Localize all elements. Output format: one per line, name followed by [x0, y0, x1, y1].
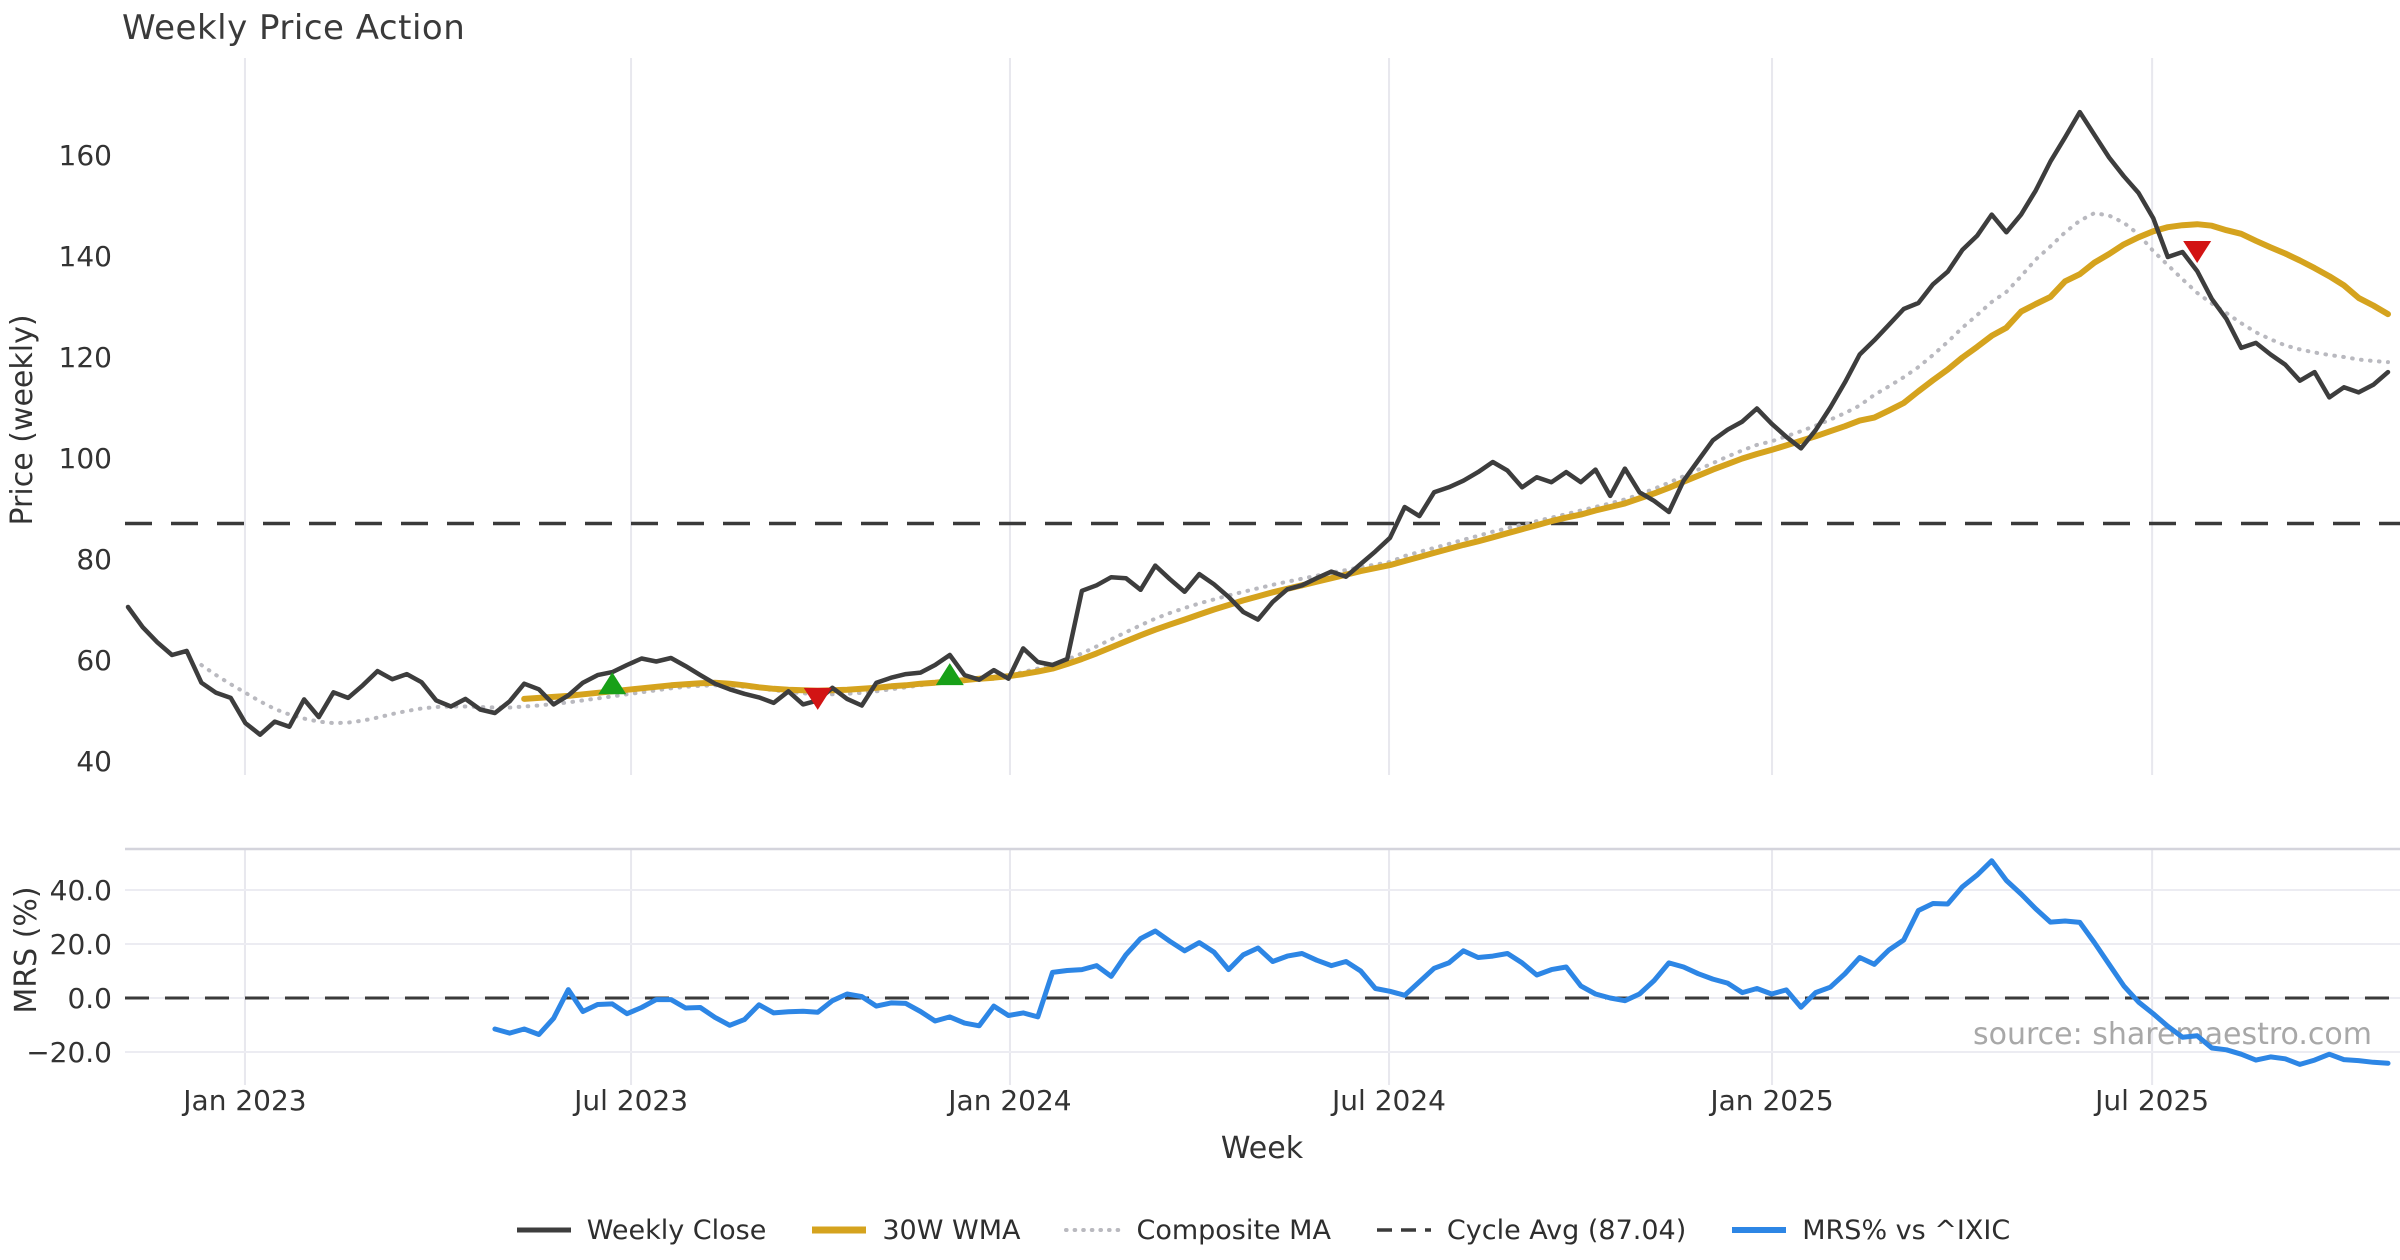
legend-swatch-icon	[812, 1226, 867, 1234]
mrs-tick-label: 0.0	[67, 982, 112, 1015]
legend: Weekly Close 30W WMA Composite MA Cycle Avg…	[125, 1206, 2400, 1254]
legend-item-mrs-vs-ixic: MRS% vs ^IXIC	[1730, 1215, 2010, 1246]
legend-item-composite-ma: Composite MA	[1064, 1214, 1331, 1246]
legend-swatch-icon	[1732, 1227, 1787, 1233]
buy-signal-marker	[598, 672, 627, 695]
x-axis-title: Week	[1221, 1131, 1304, 1166]
price-tick-label: 120	[59, 341, 112, 374]
legend-item-30w-wma: 30W WMA	[810, 1215, 1020, 1246]
legend-label: 30W WMA	[882, 1214, 1021, 1246]
mrs-line	[492, 858, 2391, 1067]
legend-item-cycle-avg-87-04-: Cycle Avg (87.04)	[1375, 1215, 1686, 1246]
legend-label: Weekly Close	[586, 1214, 767, 1246]
mrs-tick-label: 40.0	[50, 874, 112, 907]
sell-signal-marker	[2183, 240, 2212, 263]
legend-label: MRS% vs ^IXIC	[1802, 1214, 2011, 1246]
sell-signal-marker	[803, 687, 832, 710]
x-tick-label: Jul 2023	[572, 1084, 688, 1117]
price-axis-title: Price (weekly)	[5, 314, 40, 525]
mrs-tick-label: 20.0	[50, 928, 112, 961]
x-tick-label: Jul 2024	[1330, 1084, 1446, 1117]
x-tick-label: Jan 2025	[1708, 1084, 1833, 1117]
legend-label: Composite MA	[1136, 1214, 1331, 1246]
price-tick-label: 140	[59, 240, 112, 273]
price-tick-label: 40	[76, 745, 112, 778]
wma30-line	[521, 221, 2391, 702]
x-tick-label: Jul 2025	[2093, 1084, 2209, 1117]
weekly-close-line	[125, 109, 2391, 737]
mrs-axis-title: MRS (%)	[9, 886, 44, 1013]
price-tick-label: 60	[76, 644, 112, 677]
price-tick-label: 80	[76, 543, 112, 576]
x-tick-label: Jan 2024	[946, 1084, 1071, 1117]
price-tick-label: 100	[59, 442, 112, 475]
legend-swatch-icon	[516, 1227, 571, 1233]
x-tick-label: Jan 2023	[181, 1084, 306, 1117]
legend-label: Cycle Avg (87.04)	[1446, 1214, 1687, 1246]
chart-title: Weekly Price Action	[122, 8, 466, 48]
mrs-tick-label: −20.0	[26, 1036, 112, 1069]
source-watermark: source: sharemaestro.com	[1973, 1017, 2372, 1052]
legend-swatch-icon	[1376, 1228, 1431, 1232]
legend-item-weekly-close: Weekly Close	[515, 1214, 767, 1246]
legend-swatch-icon	[1064, 1228, 1123, 1232]
buy-signal-marker	[935, 663, 964, 686]
composite-ma-line	[199, 211, 2390, 726]
price-tick-label: 160	[59, 139, 112, 172]
